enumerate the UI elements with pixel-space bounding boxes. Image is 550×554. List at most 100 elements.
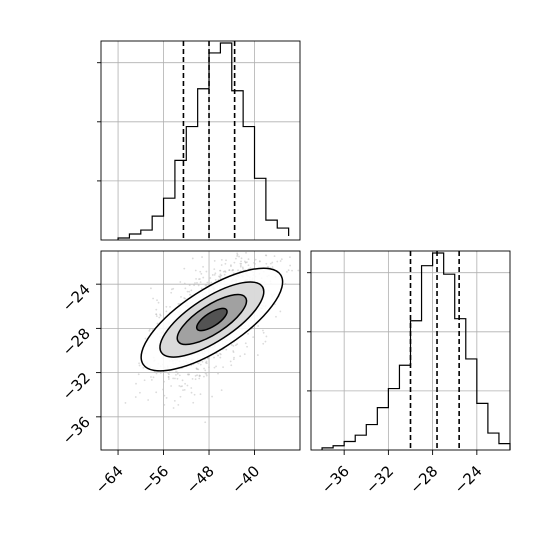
joint-sample-point: [178, 374, 181, 377]
joint-sample-point: [271, 261, 274, 264]
joint-sample-point: [150, 287, 152, 290]
joint-sample-point: [276, 260, 279, 263]
joint-sample-point: [289, 256, 291, 259]
joint-sample-point: [229, 360, 232, 363]
joint-sample-point: [263, 231, 265, 233]
hist1-steps: [321, 252, 511, 450]
joint-sample-point: [219, 273, 222, 276]
joint-sample-point: [200, 272, 203, 275]
joint-sample-point: [189, 293, 191, 296]
joint-sample-point: [179, 395, 182, 398]
joint-sample-point: [172, 407, 175, 409]
joint-sample-point: [207, 357, 209, 360]
joint-sample-point: [170, 385, 172, 387]
joint-sample-point: [225, 348, 228, 351]
joint-sample-point: [194, 378, 197, 381]
joint-sample-point: [236, 248, 238, 250]
joint-sample-point: [213, 356, 215, 359]
joint-sample-point: [199, 363, 202, 366]
joint-sample-point: [262, 331, 265, 334]
joint-sample-point: [179, 281, 182, 283]
joint-sample-point: [172, 377, 175, 380]
joint-sample-point: [218, 275, 220, 278]
joint-sample-point: [242, 267, 244, 270]
joint-sample-point: [186, 384, 189, 387]
joint-sample-point: [203, 375, 205, 378]
joint-sample-point: [230, 344, 233, 346]
joint-contour-3: [195, 307, 228, 332]
joint-sample-point: [155, 308, 158, 311]
joint-sample-point: [177, 303, 180, 305]
joint-sample-point: [165, 397, 168, 399]
joint-sample-point: [257, 238, 259, 240]
joint-sample-point: [176, 372, 179, 375]
joint-sample-point: [168, 371, 171, 374]
joint-sample-point: [220, 389, 223, 392]
joint-sample-point: [167, 376, 170, 378]
joint-sample-point: [273, 255, 276, 258]
joint-sample-point: [245, 251, 247, 254]
joint-sample-point: [183, 388, 186, 391]
joint-ytick-label: −24: [59, 280, 94, 315]
joint-sample-point: [265, 335, 268, 338]
joint-sample-point: [279, 310, 282, 313]
joint-sample-point: [262, 329, 264, 332]
joint-sample-point: [163, 403, 166, 406]
joint-sample-point: [138, 362, 140, 365]
joint-sample-point: [157, 301, 160, 304]
joint-sample-point: [247, 264, 250, 267]
joint-sample-point: [239, 265, 242, 268]
joint-sample-point: [206, 281, 209, 284]
joint-sample-point: [213, 268, 216, 271]
joint-xtick-label: −56: [137, 462, 172, 497]
joint-sample-point: [297, 269, 300, 272]
joint-sample-point: [289, 264, 292, 267]
joint-sample-point: [202, 265, 204, 268]
joint-sample-point: [176, 371, 179, 374]
joint-sample-point: [220, 264, 223, 266]
joint-sample-point: [159, 371, 162, 374]
joint-sample-point: [138, 364, 141, 367]
joint-sample-point: [201, 360, 204, 363]
joint-sample-point: [284, 282, 287, 285]
joint-sample-point: [279, 260, 282, 262]
joint-sample-point: [205, 374, 208, 377]
joint-sample-point: [204, 369, 207, 372]
hist1-xtick-label: −28: [406, 462, 441, 497]
joint-sample-point: [304, 262, 306, 264]
joint-sample-point: [124, 402, 127, 404]
joint-sample-point: [195, 277, 197, 280]
joint-sample-point: [246, 345, 248, 348]
joint-sample-point: [239, 355, 242, 358]
joint-sample-point: [177, 403, 180, 406]
joint-sample-point: [244, 261, 247, 264]
joint-sample-point: [199, 281, 202, 284]
joint-sample-point: [190, 289, 193, 292]
hist1-frame: [310, 250, 511, 451]
joint-contour-1: [159, 281, 265, 358]
joint-sample-point: [156, 299, 158, 302]
hist0-frame: [100, 40, 301, 241]
joint-sample-point: [239, 262, 242, 265]
joint-sample-point: [230, 264, 232, 267]
joint-sample-point: [199, 270, 202, 273]
joint-sample-point: [205, 284, 208, 286]
joint-sample-point: [184, 297, 187, 300]
hist1-xtick-label: −36: [318, 462, 353, 497]
joint-sample-point: [178, 384, 181, 387]
joint-sample-point: [169, 306, 171, 308]
joint-sample-point: [183, 267, 186, 270]
hist1-xtick-label: −32: [362, 462, 397, 497]
joint-sample-point: [150, 379, 153, 381]
joint-sample-point: [217, 354, 219, 357]
joint-sample-point: [190, 391, 193, 394]
joint-sample-point: [232, 358, 235, 361]
joint-sample-point: [264, 340, 267, 343]
joint-sample-point: [213, 273, 216, 276]
joint-sample-point: [197, 284, 200, 287]
joint-sample-point: [252, 336, 255, 339]
joint-sample-point: [196, 374, 198, 377]
joint-sample-point: [152, 297, 154, 300]
joint-sample-point: [173, 399, 176, 402]
joint-sample-point: [193, 284, 195, 287]
